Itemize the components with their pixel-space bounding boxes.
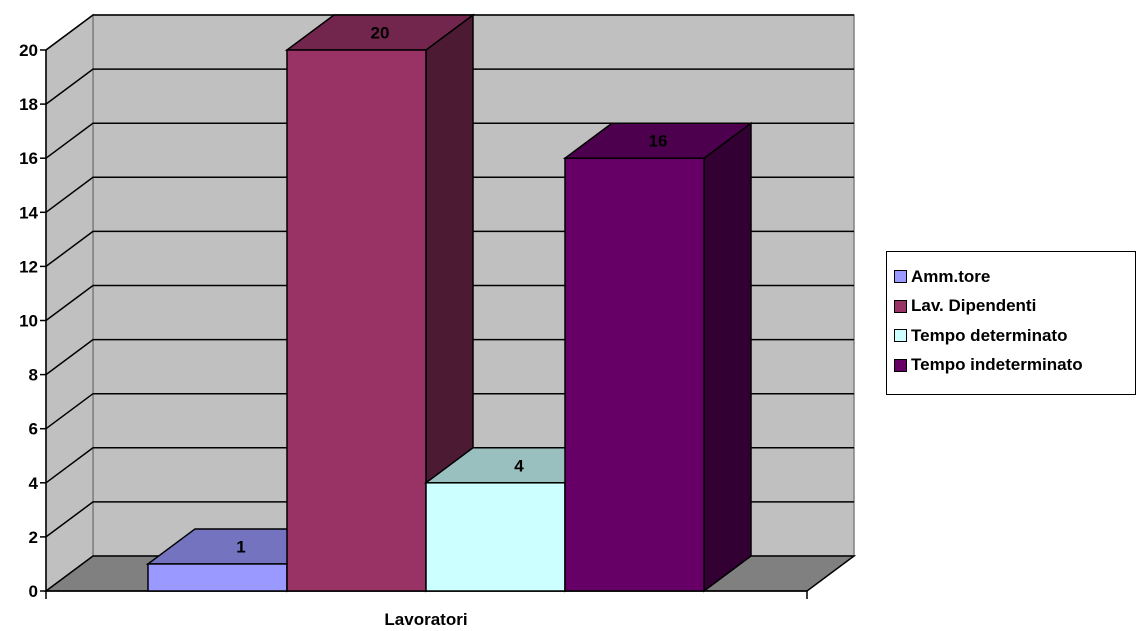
data-label: 16 (649, 132, 668, 151)
y-tick-label: 6 (29, 420, 38, 439)
gridline (45, 14, 854, 51)
bar-front (564, 157, 705, 592)
y-tick-label: 18 (19, 95, 38, 114)
gridline (45, 68, 854, 105)
x-axis-label: Lavoratori (384, 610, 467, 629)
bar-front (147, 563, 288, 592)
data-label: 4 (514, 456, 524, 475)
y-tick-label: 0 (29, 582, 38, 601)
bars (145, 13, 754, 593)
legend-label: Tempo determinato (911, 325, 1068, 345)
legend-swatch (894, 270, 907, 284)
legend-item-tempo-indeterminato: Tempo indeterminato (894, 351, 1135, 381)
data-label: 1 (236, 537, 245, 556)
y-tick-label: 20 (19, 41, 38, 60)
legend-item-amm-tore: Amm.tore (894, 262, 1135, 292)
y-axis-ticks: 0 2 4 6 8 10 12 14 16 18 20 (19, 41, 46, 601)
legend-label: Tempo indeterminato (911, 355, 1083, 375)
data-label: 20 (371, 24, 390, 43)
y-tick-label: 4 (29, 474, 39, 493)
legend-label: Amm.tore (911, 266, 991, 286)
legend-label: Lav. Dipendenti (911, 296, 1037, 316)
legend-swatch (894, 329, 907, 343)
legend-item-tempo-determinato: Tempo determinato (894, 321, 1135, 351)
y-tick-label: 10 (19, 312, 38, 331)
y-tick-label: 12 (19, 257, 38, 276)
bar-front (286, 49, 427, 592)
legend-swatch (894, 358, 907, 372)
legend: Amm.tore Lav. Dipendenti Tempo determina… (886, 251, 1136, 395)
data-labels: 1 20 4 16 (236, 24, 667, 557)
bar (284, 13, 476, 593)
bar-side (703, 121, 752, 593)
legend-item-lav-dipendenti: Lav. Dipendenti (894, 292, 1135, 322)
y-tick-label: 8 (29, 366, 38, 385)
bar (562, 121, 754, 593)
legend-swatch (894, 299, 907, 313)
gridline (45, 122, 854, 159)
y-tick-label: 16 (19, 149, 38, 168)
bar-front (425, 482, 566, 592)
y-tick-label: 14 (19, 203, 38, 222)
y-tick-label: 2 (29, 528, 38, 547)
